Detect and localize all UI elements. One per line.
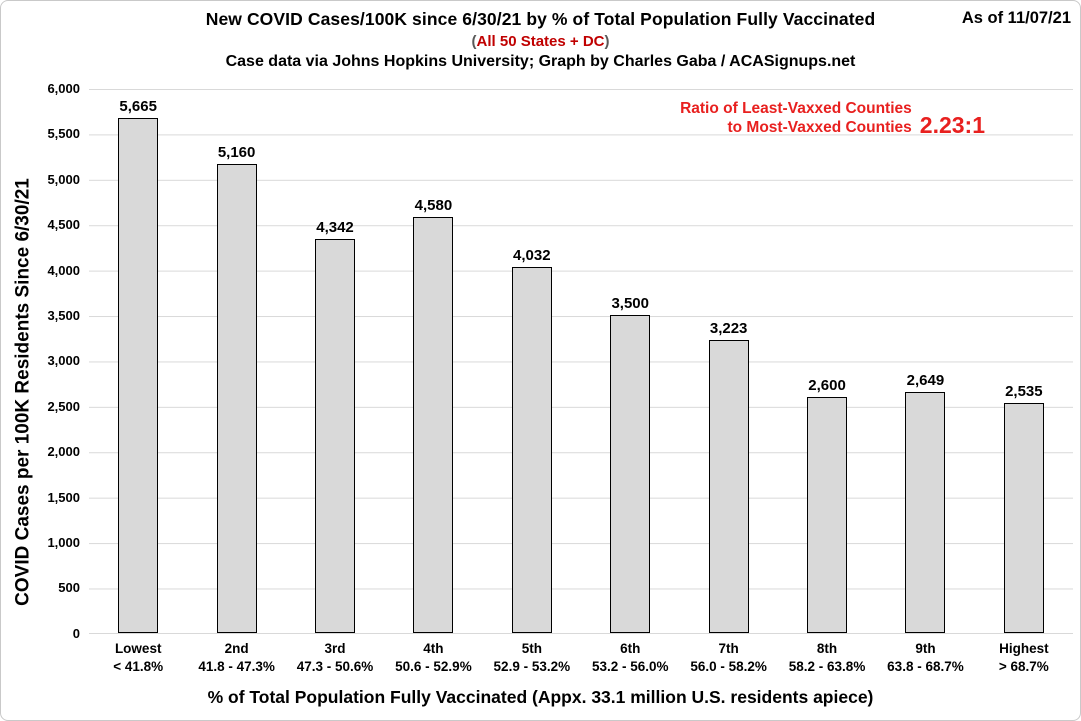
chart-header: New COVID Cases/100K since 6/30/21 by % … (1, 9, 1080, 71)
x-tick-tier: 9th (915, 641, 936, 656)
plot-area: 5,665 5,160 4,342 4,580 4,032 3,500 3,22… (89, 89, 1073, 634)
chart-credit: Case data via Johns Hopkins University; … (225, 53, 856, 70)
bar-group-2nd: 5,160 (187, 144, 285, 633)
bar-5th (511, 266, 552, 633)
bar-7th (708, 340, 749, 633)
y-axis-tick: 2,000 (47, 444, 80, 460)
bar-6th (610, 315, 651, 633)
x-tick-5th: 5th 52.9 - 53.2% (483, 640, 581, 676)
bar-8th (807, 396, 848, 633)
x-tick-range: 47.3 - 50.6% (296, 659, 374, 674)
x-tick-tier: 2nd (224, 641, 249, 656)
bar-highest (1003, 402, 1044, 633)
bar-group-4th: 4,580 (384, 197, 482, 633)
y-axis-tick: 0 (72, 625, 80, 641)
y-axis-tick: 500 (58, 580, 80, 596)
y-axis-tick: 6,000 (47, 81, 80, 96)
bar-value-label: 5,665 (119, 98, 157, 116)
x-tick-9th: 9th 63.8 - 68.7% (876, 640, 974, 676)
ratio-annotation-line2: to Most-Vaxxed Counties (727, 119, 912, 136)
subtitle-text: All 50 States + DC (476, 33, 605, 50)
bar-value-label: 4,032 (513, 246, 551, 264)
y-axis-tick: 3,500 (47, 308, 80, 324)
bar-value-label: 2,535 (1005, 382, 1043, 400)
ratio-annotation: Ratio of Least-Vaxxed Counties to Most-V… (680, 99, 985, 138)
x-tick-tier: 8th (816, 641, 838, 656)
x-tick-range: 63.8 - 68.7% (887, 659, 964, 674)
bar-group-3rd: 4,342 (286, 219, 384, 633)
bar-value-label: 2,600 (808, 376, 846, 394)
bar-2nd (216, 164, 257, 633)
y-axis-tick: 4,000 (47, 262, 80, 278)
subtitle-paren-close: ) (604, 33, 610, 50)
x-tick-tier: Highest (999, 641, 1049, 656)
x-tick-4th: 4th 50.6 - 52.9% (384, 640, 482, 676)
y-axis-ticks: 6,000 5,500 5,000 4,500 4,000 3,500 3,00… (1, 81, 80, 642)
y-axis-tick: 5,500 (47, 126, 80, 142)
bar-group-7th: 3,223 (679, 320, 777, 633)
x-tick-highest: Highest > 68.7% (975, 640, 1073, 676)
y-axis-tick: 1,000 (47, 535, 80, 551)
x-tick-tier: 4th (423, 641, 444, 656)
y-axis-tick: 5,000 (47, 171, 80, 187)
x-tick-tier: 6th (620, 641, 641, 656)
bar-value-label: 3,500 (611, 295, 649, 313)
bar-4th (413, 217, 454, 633)
x-tick-8th: 8th 58.2 - 63.8% (778, 640, 876, 676)
as-of-date: As of 11/07/21 (961, 9, 1071, 27)
subtitle-paren-open: ( (471, 33, 477, 50)
y-axis-tick: 2,500 (47, 398, 80, 414)
bar-group-9th: 2,649 (876, 372, 974, 633)
bar-3rd (315, 238, 356, 633)
x-tick-2nd: 2nd 41.8 - 47.3% (187, 640, 285, 676)
ratio-annotation-line1: Ratio of Least-Vaxxed Counties (680, 100, 912, 117)
bar-value-label: 3,223 (709, 320, 748, 338)
x-tick-range: 50.6 - 52.9% (395, 659, 472, 674)
bar-9th (905, 392, 946, 633)
x-tick-range: 52.9 - 53.2% (493, 659, 571, 674)
x-tick-tier: 3rd (324, 641, 346, 656)
bar-lowest (118, 118, 159, 633)
x-axis-ticks: Lowest < 41.8% 2nd 41.8 - 47.3% 3rd 47.3… (89, 640, 1073, 676)
x-tick-tier: Lowest (114, 641, 162, 656)
x-tick-3rd: 3rd 47.3 - 50.6% (286, 640, 384, 676)
x-axis-title: % of Total Population Fully Vaccinated (… (207, 687, 874, 707)
bar-value-label: 4,580 (414, 197, 453, 214)
x-tick-range: 56.0 - 58.2% (690, 659, 767, 674)
x-tick-range: > 68.7% (998, 659, 1049, 674)
ratio-annotation-lines: Ratio of Least-Vaxxed Counties to Most-V… (680, 99, 912, 137)
x-tick-range: < 41.8% (113, 659, 164, 674)
y-axis-tick: 1,500 (47, 489, 80, 505)
bar-value-label: 5,160 (217, 144, 256, 162)
x-tick-range: 53.2 - 56.0% (591, 659, 669, 674)
x-tick-range: 41.8 - 47.3% (198, 659, 275, 674)
x-tick-7th: 7th 56.0 - 58.2% (679, 640, 777, 676)
bar-group-6th: 3,500 (581, 295, 679, 633)
y-axis-tick: 4,500 (47, 217, 80, 233)
bar-group-5th: 4,032 (483, 247, 581, 633)
x-tick-tier: 5th (521, 641, 542, 656)
bar-group-lowest: 5,665 (89, 98, 187, 633)
bar-value-label: 4,342 (316, 218, 354, 236)
bar-group-highest: 2,535 (975, 383, 1073, 633)
x-tick-tier: 7th (718, 641, 739, 656)
chart-title: New COVID Cases/100K since 6/30/21 by % … (205, 9, 876, 29)
x-tick-range: 58.2 - 63.8% (788, 659, 866, 674)
ratio-value: 2.23:1 (919, 112, 985, 138)
y-axis-tick: 3,000 (47, 353, 80, 369)
bar-value-label: 2,649 (906, 372, 945, 390)
x-tick-6th: 6th 53.2 - 56.0% (581, 640, 679, 676)
x-tick-lowest: Lowest < 41.8% (89, 640, 187, 676)
bar-group-8th: 2,600 (778, 377, 876, 633)
chart-subtitle: (All 50 States + DC) (1, 33, 1080, 50)
